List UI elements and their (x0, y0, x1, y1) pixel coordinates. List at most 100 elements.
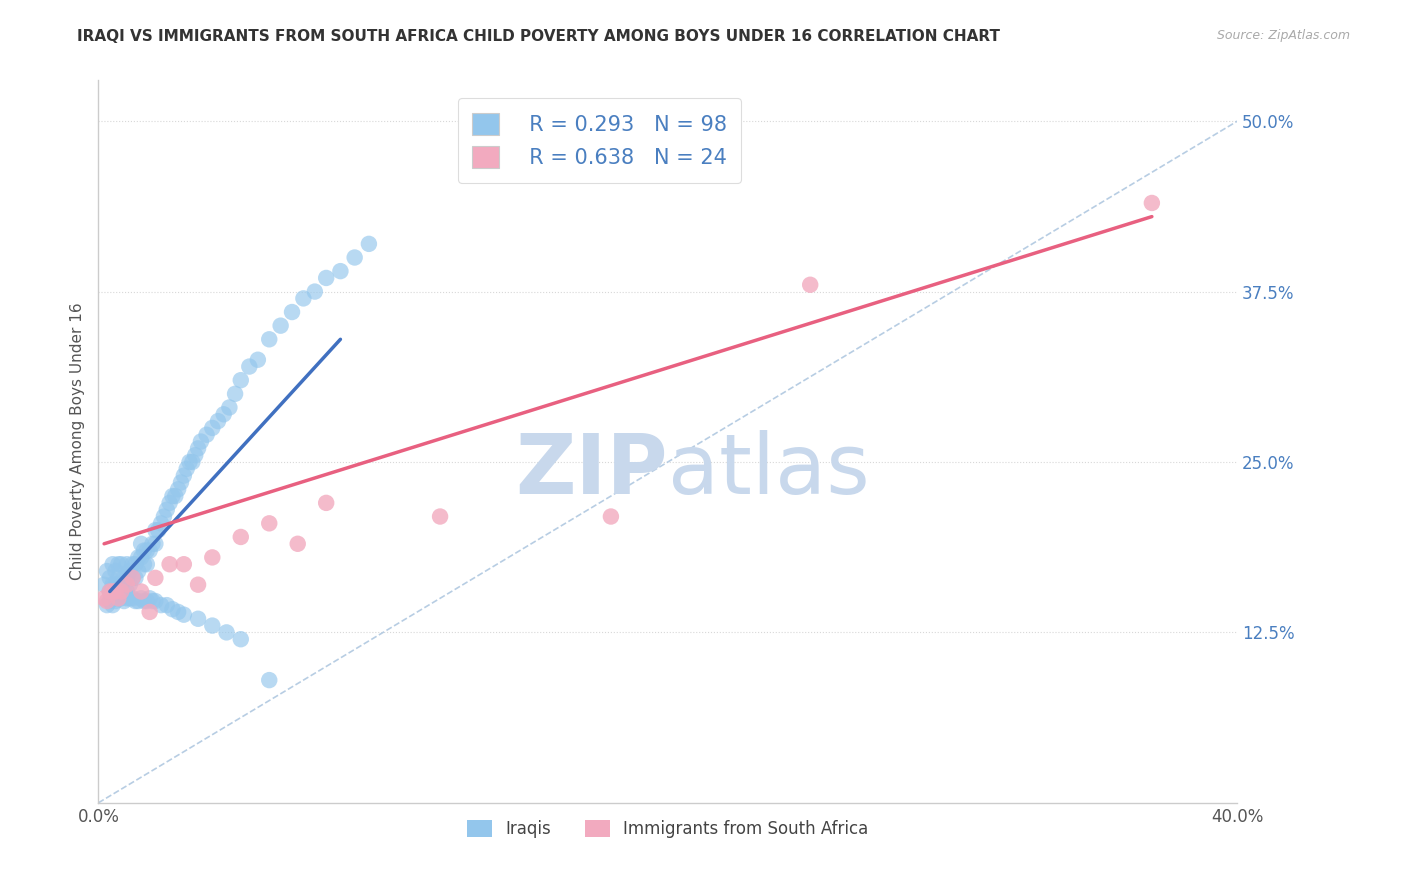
Text: IRAQI VS IMMIGRANTS FROM SOUTH AFRICA CHILD POVERTY AMONG BOYS UNDER 16 CORRELAT: IRAQI VS IMMIGRANTS FROM SOUTH AFRICA CH… (77, 29, 1000, 44)
Point (115, 558, 138, 572)
Point (135, 543, 157, 558)
Point (201, 421, 224, 435)
Point (129, 550, 152, 565)
Point (96, 564, 118, 578)
Point (129, 591, 152, 606)
Point (104, 577, 127, 591)
Point (229, 530, 252, 544)
Point (187, 577, 209, 591)
Point (179, 455, 201, 469)
Point (121, 591, 143, 606)
Point (173, 468, 195, 483)
Point (104, 594, 127, 608)
Point (132, 594, 155, 608)
Point (107, 571, 129, 585)
Point (115, 571, 138, 585)
Point (1140, 196, 1163, 211)
Point (201, 550, 224, 565)
Y-axis label: Child Poverty Among Boys Under 16: Child Poverty Among Boys Under 16 (69, 302, 84, 581)
Point (107, 558, 129, 572)
Point (124, 594, 146, 608)
Point (229, 373, 252, 387)
Point (145, 571, 167, 585)
Point (176, 462, 198, 476)
Point (112, 594, 135, 608)
Point (173, 558, 195, 572)
Point (281, 305, 304, 319)
Point (218, 401, 240, 415)
Text: atlas: atlas (668, 430, 869, 511)
Point (429, 509, 451, 524)
Point (104, 584, 127, 599)
Point (224, 387, 246, 401)
Point (153, 509, 176, 524)
Point (121, 571, 143, 585)
Point (104, 564, 127, 578)
Point (118, 577, 141, 591)
Point (304, 285, 326, 299)
Point (101, 584, 124, 599)
Point (96, 598, 118, 612)
Point (246, 352, 269, 367)
Point (127, 564, 149, 578)
Text: ZIP: ZIP (516, 430, 668, 511)
Point (162, 489, 184, 503)
Point (138, 543, 160, 558)
Text: Source: ZipAtlas.com: Source: ZipAtlas.com (1216, 29, 1350, 42)
Point (600, 509, 623, 524)
Point (259, 673, 281, 687)
Point (145, 594, 167, 608)
Point (145, 523, 167, 537)
Point (93, 577, 115, 591)
Point (212, 407, 235, 421)
Point (138, 591, 160, 606)
Point (129, 537, 152, 551)
Point (110, 577, 132, 591)
Point (112, 571, 135, 585)
Point (129, 584, 152, 599)
Point (135, 594, 157, 608)
Point (98, 571, 121, 585)
Point (150, 598, 173, 612)
Point (259, 332, 281, 346)
Point (181, 455, 204, 469)
Point (112, 584, 135, 599)
Point (110, 558, 132, 572)
Point (115, 591, 138, 606)
Point (238, 359, 260, 374)
Point (132, 543, 155, 558)
Point (357, 236, 380, 251)
Point (150, 516, 173, 531)
Point (110, 584, 132, 599)
Point (121, 558, 143, 572)
Point (148, 523, 170, 537)
Point (287, 537, 309, 551)
Point (184, 448, 207, 462)
Point (159, 496, 181, 510)
Point (187, 612, 209, 626)
Point (259, 516, 281, 531)
Point (96, 594, 118, 608)
Point (141, 537, 163, 551)
Point (343, 251, 366, 265)
Point (165, 489, 187, 503)
Legend: Iraqis, Immigrants from South Africa: Iraqis, Immigrants from South Africa (461, 814, 875, 845)
Point (156, 502, 179, 516)
Point (229, 632, 252, 647)
Point (138, 605, 160, 619)
Point (107, 591, 129, 606)
Point (107, 591, 129, 606)
Point (135, 558, 157, 572)
Point (329, 264, 352, 278)
Point (127, 594, 149, 608)
Point (270, 318, 292, 333)
Point (315, 271, 337, 285)
Point (132, 558, 155, 572)
Point (115, 577, 138, 591)
Point (187, 442, 209, 456)
Point (101, 558, 124, 572)
Point (118, 591, 141, 606)
Point (207, 414, 229, 428)
Point (127, 550, 149, 565)
Point (124, 571, 146, 585)
